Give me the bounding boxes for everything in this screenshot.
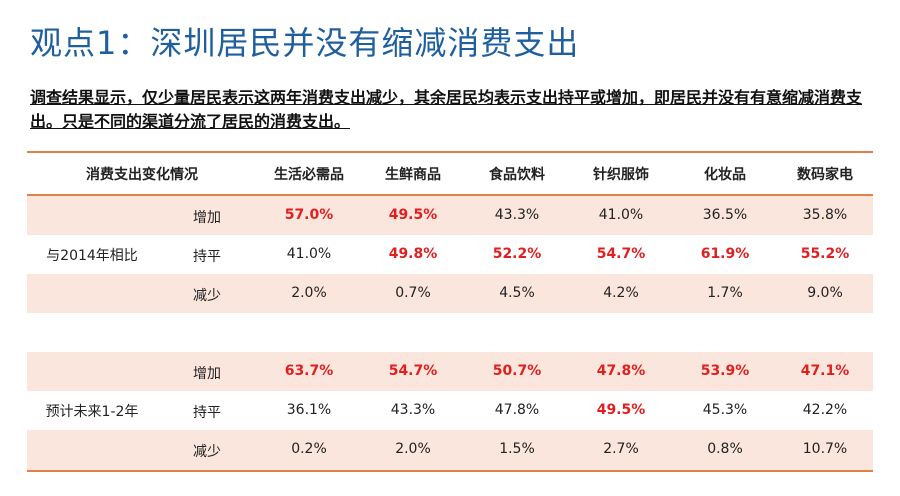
table-cell: 57.0% (284, 207, 334, 223)
table-cell: 36.1% (286, 402, 332, 418)
table-cell: 49.5% (388, 207, 438, 223)
table-cell: 41.0% (286, 246, 332, 262)
table-cell: 55.2% (800, 246, 850, 262)
header-label: 消费支出变化情况 (86, 167, 198, 183)
table-cell: 42.2% (802, 402, 848, 418)
group-label: 预计未来1-2年 (45, 404, 139, 420)
table-cell: 54.7% (596, 246, 646, 262)
row-band (27, 274, 873, 313)
header-col-2: 生鲜商品 (385, 167, 441, 183)
row-band (27, 391, 873, 430)
row-label: 增加 (193, 210, 221, 226)
row-label: 持平 (193, 249, 221, 265)
table-cell: 49.5% (596, 402, 646, 418)
page-title: 观点1：深圳居民并没有缩减消费支出 (30, 24, 580, 62)
table-cell: 0.8% (707, 441, 743, 457)
table-bottom-rule (27, 470, 873, 472)
header-col-6: 数码家电 (797, 167, 853, 183)
header-col-1: 生活必需品 (274, 167, 344, 183)
row-band (27, 352, 873, 391)
table-cell: 50.7% (492, 363, 542, 379)
table-cell: 53.9% (700, 363, 750, 379)
table-cell: 43.3% (494, 207, 540, 223)
table-cell: 10.7% (802, 441, 848, 457)
table-cell: 2.7% (603, 441, 639, 457)
row-label: 持平 (193, 405, 221, 421)
table-cell: 0.2% (291, 441, 327, 457)
table-cell: 9.0% (807, 285, 843, 301)
header-col-3: 食品饮料 (489, 167, 545, 183)
table-cell: 4.5% (499, 285, 535, 301)
table-cell: 49.8% (388, 246, 438, 262)
row-band (27, 235, 873, 274)
table-cell: 1.5% (499, 441, 535, 457)
table-cell: 2.0% (291, 285, 327, 301)
table-header-rule (27, 194, 873, 196)
summary-text: 调查结果显示，仅少量居民表示这两年消费支出减少，其余居民均表示支出持平或增加，即… (30, 88, 863, 131)
table-group-2014: 与2014年相比 增加 57.0% 49.5% 43.3% 41.0% 36.5% 35.8… (27, 196, 873, 313)
header-col-4: 针织服饰 (593, 167, 649, 183)
table-header: 消费支出变化情况 生活必需品 生鲜商品 食品饮料 针织服饰 化妆品 数码家电 (27, 152, 873, 194)
table-cell: 61.9% (700, 246, 750, 262)
table-cell: 35.8% (802, 207, 848, 223)
row-label: 减少 (193, 444, 221, 460)
table-cell: 54.7% (388, 363, 438, 379)
table-cell: 47.1% (800, 363, 850, 379)
table-cell: 63.7% (284, 363, 334, 379)
table-cell: 52.2% (492, 246, 542, 262)
table-cell: 2.0% (395, 441, 431, 457)
table-cell: 1.7% (707, 285, 743, 301)
table-cell: 47.8% (596, 363, 646, 379)
table-cell: 36.5% (702, 207, 748, 223)
table-top-rule (27, 151, 873, 153)
table-cell: 0.7% (395, 285, 431, 301)
table-cell: 47.8% (494, 402, 540, 418)
row-band (27, 430, 873, 470)
table-cell: 43.3% (390, 402, 436, 418)
row-label: 增加 (193, 366, 221, 382)
table-cell: 4.2% (603, 285, 639, 301)
table-cell: 41.0% (598, 207, 644, 223)
table-cell: 45.3% (702, 402, 748, 418)
header-col-5: 化妆品 (704, 167, 746, 183)
row-band (27, 196, 873, 235)
table-group-forecast: 预计未来1-2年 增加 63.7% 54.7% 50.7% 47.8% 53.9% 47.1… (27, 352, 873, 470)
group-label: 与2014年相比 (46, 248, 138, 264)
row-label: 减少 (193, 288, 221, 304)
